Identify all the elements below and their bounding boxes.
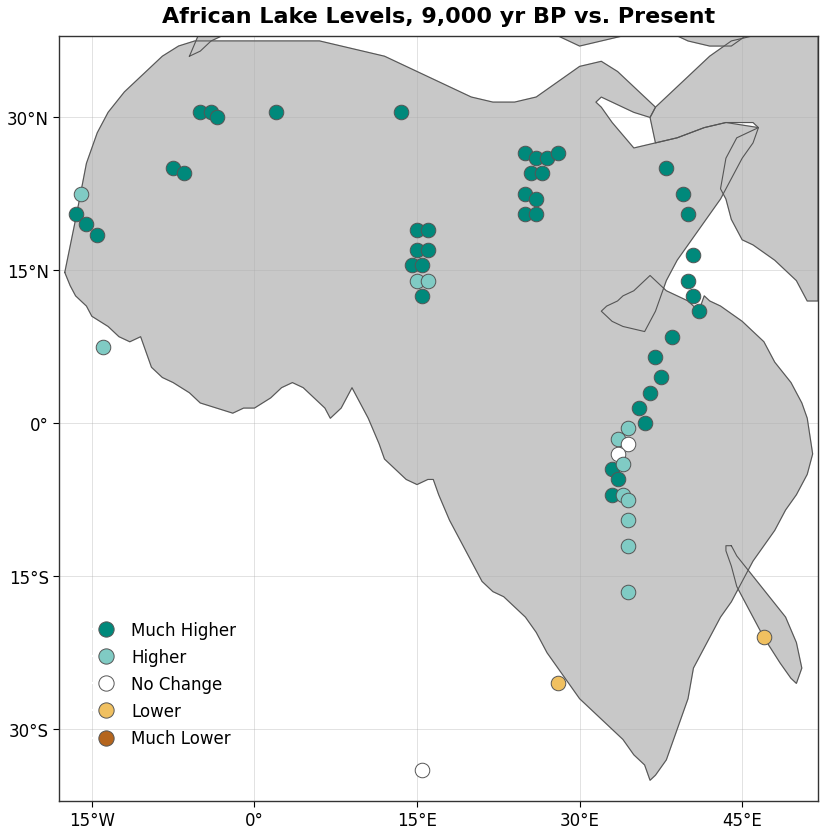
Point xyxy=(660,162,673,176)
Point xyxy=(519,147,532,161)
Point xyxy=(422,223,435,237)
Point xyxy=(606,488,619,502)
Point xyxy=(622,585,635,599)
Polygon shape xyxy=(650,37,818,302)
Point xyxy=(422,274,435,288)
Point xyxy=(194,106,207,120)
Point xyxy=(270,106,283,120)
Polygon shape xyxy=(190,0,818,57)
Point xyxy=(606,463,619,477)
Point xyxy=(638,417,651,431)
Point xyxy=(535,167,549,181)
Point xyxy=(687,249,700,263)
Title: African Lake Levels, 9,000 yr BP vs. Present: African Lake Levels, 9,000 yr BP vs. Pre… xyxy=(163,7,715,27)
Point xyxy=(649,351,662,364)
Point xyxy=(177,167,191,181)
Point xyxy=(676,188,689,201)
Point xyxy=(422,244,435,257)
Point xyxy=(519,208,532,222)
Point xyxy=(616,458,629,472)
Point xyxy=(622,493,635,507)
Point xyxy=(80,218,93,232)
Point xyxy=(205,106,218,120)
Point xyxy=(416,763,429,777)
Legend: Much Higher, Higher, No Change, Lower, Much Lower: Much Higher, Higher, No Change, Lower, M… xyxy=(82,614,243,754)
Point xyxy=(616,488,629,502)
Point xyxy=(416,259,429,273)
Point xyxy=(405,259,418,273)
Point xyxy=(692,305,705,319)
Point xyxy=(167,162,180,176)
Point xyxy=(654,371,667,385)
Point xyxy=(687,290,700,303)
Point xyxy=(97,341,110,354)
Point xyxy=(530,152,543,166)
Point xyxy=(210,111,223,125)
Point xyxy=(622,422,635,436)
Point xyxy=(410,274,423,288)
Polygon shape xyxy=(726,546,802,684)
Polygon shape xyxy=(65,42,813,780)
Point xyxy=(644,386,657,400)
Point xyxy=(530,208,543,222)
Point xyxy=(611,448,625,461)
Point xyxy=(410,244,423,257)
Point xyxy=(540,152,554,166)
Point xyxy=(551,677,564,691)
Point xyxy=(622,437,635,451)
Point xyxy=(519,188,532,201)
Point xyxy=(524,167,537,181)
Point xyxy=(633,402,646,415)
Point xyxy=(416,290,429,303)
Point xyxy=(611,432,625,446)
Point xyxy=(622,539,635,553)
Point xyxy=(681,274,695,288)
Point xyxy=(551,147,564,161)
Point xyxy=(665,330,678,344)
Point xyxy=(622,514,635,528)
Point xyxy=(611,473,625,487)
Point xyxy=(410,223,423,237)
Point xyxy=(74,188,87,201)
Point xyxy=(757,631,771,645)
Point xyxy=(530,193,543,206)
Point xyxy=(91,229,104,242)
Point xyxy=(681,208,695,222)
Point xyxy=(69,208,83,222)
Point xyxy=(394,106,408,120)
